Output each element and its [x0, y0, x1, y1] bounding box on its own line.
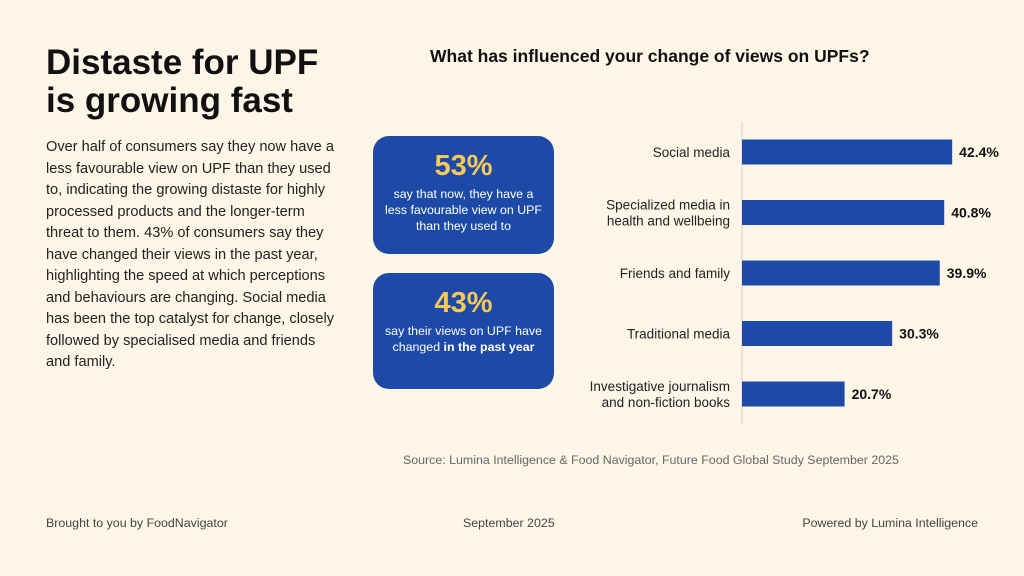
bar [742, 139, 953, 165]
footer-right: Powered by Lumina Intelligence [802, 516, 978, 530]
category-label: Social media [653, 145, 731, 160]
category-label: Investigative journalism and non-fiction … [590, 379, 731, 410]
stat-card-43: 43% say their views on UPF have changed … [373, 273, 554, 389]
stat-description: say their views on UPF have changed in t… [384, 324, 542, 354]
headline: Distaste for UPF is growing fast [46, 43, 319, 120]
value-label: 39.9% [947, 265, 987, 281]
body-paragraph: Over half of consumers say they now have… [46, 139, 334, 370]
footer-date: September 2025 [463, 516, 555, 530]
category-label: Traditional media [627, 327, 731, 342]
category-label: Friends and family [620, 266, 731, 281]
bar [742, 200, 945, 225]
footer-left: Brought to you by FoodNavigator [46, 516, 228, 530]
bar-chart: 42.4% Social media 40.8% Specialized media … [590, 122, 999, 424]
value-label: 42.4% [959, 144, 999, 160]
value-label: 30.3% [899, 326, 939, 342]
stat-value: 53% [434, 150, 493, 182]
category-label: Specialized media in health and wellbeing [606, 198, 730, 229]
stat-card-53: 53% say that now, they have a less favou… [373, 136, 554, 254]
value-label: 20.7% [852, 386, 892, 402]
stat-value: 43% [434, 287, 493, 319]
value-label: 40.8% [951, 205, 991, 221]
chart-title: What has influenced your change of views… [430, 46, 870, 66]
bar [742, 260, 940, 286]
stat-description: say that now, they have a less favourabl… [384, 187, 543, 233]
bar [742, 321, 893, 346]
bar [742, 381, 845, 407]
source-note: Source: Lumina Intelligence & Food Navig… [403, 453, 899, 467]
